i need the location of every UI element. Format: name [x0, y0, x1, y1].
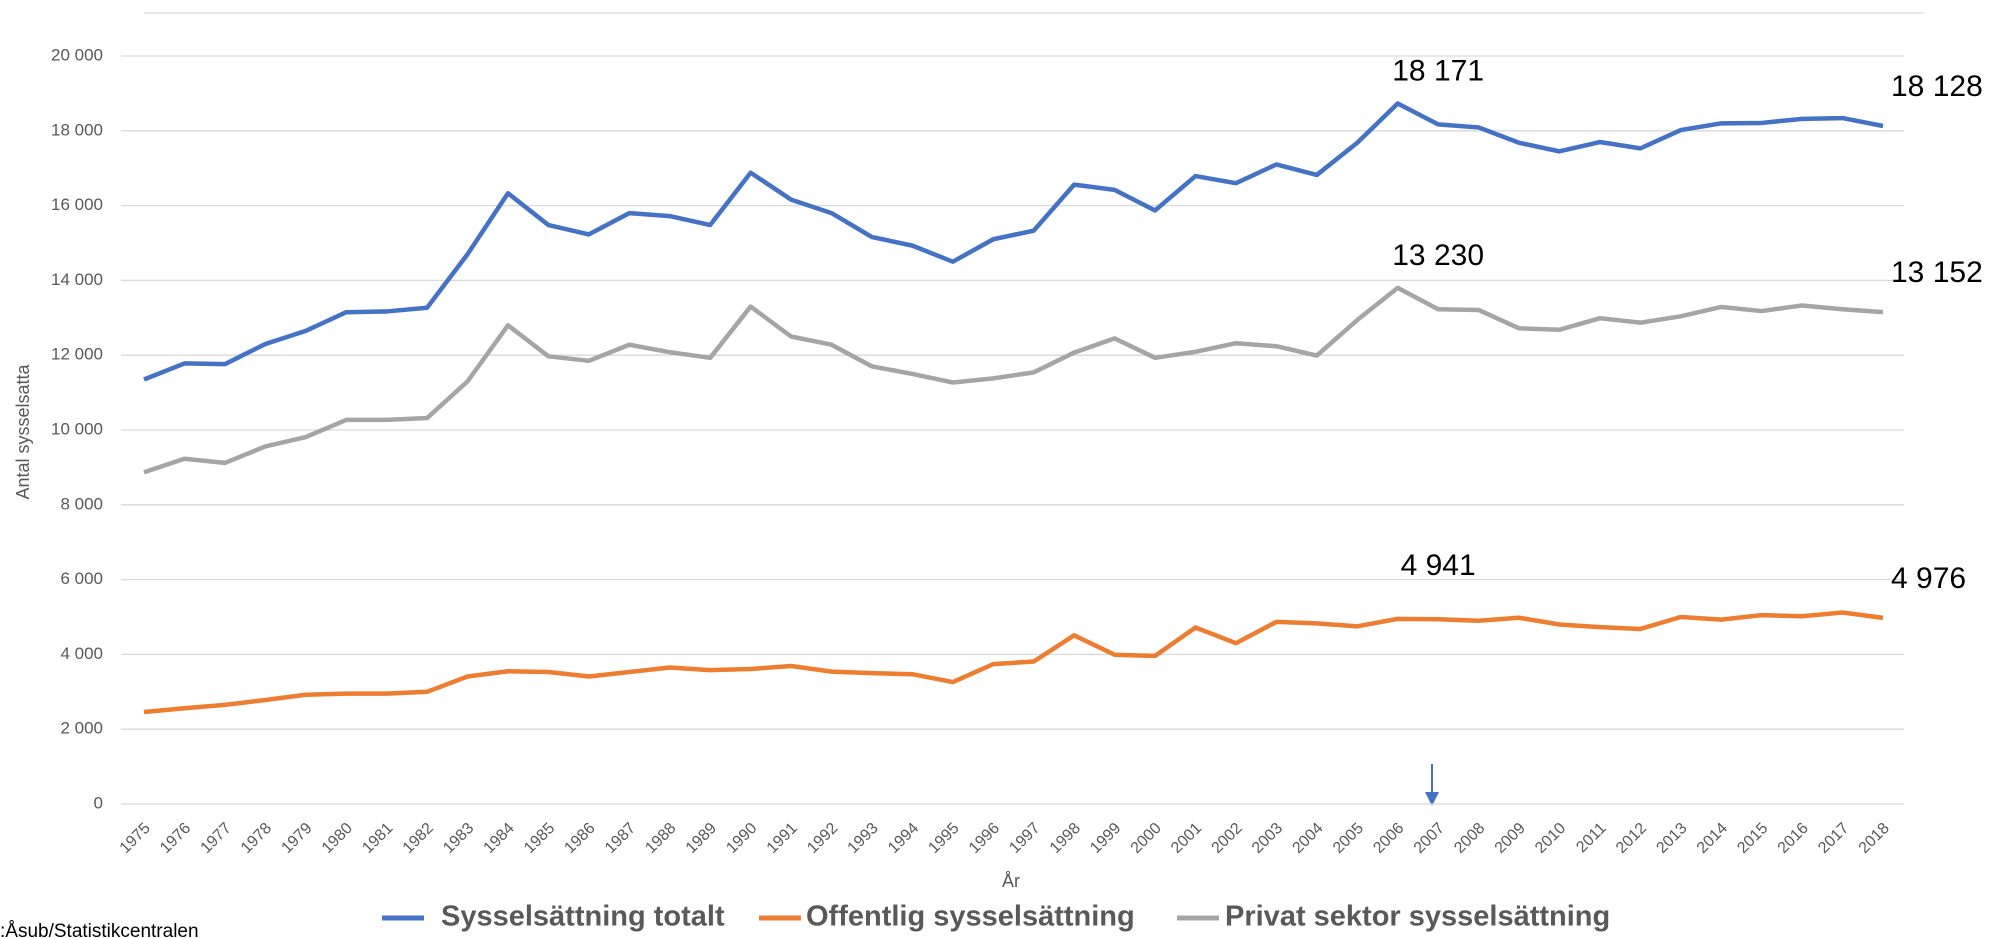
x-tick-label: 1980: [319, 820, 356, 857]
y-tick-label: 6 000: [60, 569, 103, 588]
x-tick-label: 1975: [117, 820, 154, 857]
legend-label: Offentlig sysselsättning: [806, 901, 1135, 933]
legend-label: Sysselsättning totalt: [441, 901, 725, 933]
x-tick-label: 1992: [804, 820, 841, 857]
x-tick-label: 2000: [1128, 820, 1165, 857]
data-label: 18 171: [1392, 54, 1484, 87]
x-tick-label: 1981: [359, 820, 396, 857]
x-tick-label: 1993: [845, 820, 882, 857]
x-tick-label: 1983: [440, 820, 477, 857]
x-tick-label: 1978: [238, 820, 275, 857]
data-label: 13 230: [1392, 239, 1484, 272]
x-tick-label: 2003: [1249, 820, 1286, 857]
x-tick-label: 2014: [1694, 820, 1731, 857]
x-tick-label: 2018: [1856, 820, 1893, 857]
x-tick-label: 2011: [1573, 820, 1609, 856]
x-tick-label: 1997: [1006, 820, 1043, 857]
x-tick-label: 1977: [198, 820, 235, 857]
x-tick-label: 1996: [966, 820, 1003, 857]
x-tick-label: 1984: [481, 820, 518, 857]
series-line: [143, 285, 1884, 475]
x-tick-label: 2004: [1289, 820, 1326, 857]
x-tick-label: 2010: [1532, 820, 1569, 857]
x-tick-label: 2017: [1815, 820, 1852, 857]
x-tick-label: 1999: [1087, 820, 1124, 857]
data-label: 4 941: [1401, 549, 1476, 582]
x-tick-label: 1982: [400, 820, 437, 857]
x-tick-label: 2008: [1451, 820, 1488, 857]
source: :Åsub/Statistikcentralen: [0, 921, 199, 938]
y-tick-label: 4 000: [60, 644, 103, 663]
y-tick-label: 16 000: [51, 195, 103, 214]
arrow: [1425, 764, 1439, 806]
x-tick-label: 2002: [1209, 820, 1246, 857]
y-tick-label: 0: [94, 793, 103, 812]
y-tick-label: 18 000: [51, 120, 103, 139]
x-tick-label: 1989: [683, 820, 720, 857]
x-tick-label: 2001: [1168, 820, 1205, 857]
y-tick-label: 8 000: [60, 494, 103, 513]
x-tick-label: 1994: [885, 820, 922, 857]
x-tick-label: 2012: [1613, 820, 1650, 857]
x-tick-label: 1990: [723, 820, 760, 857]
x-tick-label: 1987: [602, 820, 639, 857]
x-tick-label: 1976: [157, 820, 194, 857]
x-tick-label: 1985: [521, 820, 558, 857]
legend-label: Privat sektor sysselsättning: [1225, 901, 1610, 933]
x-tick-label: 1995: [925, 820, 962, 857]
y-tick-label: 14 000: [51, 270, 103, 289]
x-tick-label: 1986: [561, 820, 598, 857]
x-axis-title: År: [1002, 871, 1020, 891]
y-tick-label: 12 000: [51, 345, 103, 364]
x-tick-label: 2007: [1411, 820, 1448, 857]
x-tick-label: 1998: [1047, 820, 1084, 857]
x-tick-label: 2015: [1734, 820, 1771, 857]
x-tick-label: 2009: [1492, 820, 1529, 857]
y-tick-label: 10 000: [51, 419, 103, 438]
data-label: 18 128: [1891, 70, 1983, 103]
data-label: 13 152: [1891, 256, 1983, 289]
x-tick-label: 1979: [278, 820, 315, 857]
data-label: 4 976: [1891, 562, 1966, 595]
y-tick-label: 20 000: [51, 45, 103, 64]
x-tick-label: 2005: [1330, 820, 1367, 857]
series-line: [143, 101, 1884, 382]
x-tick-label: 1991: [764, 820, 801, 857]
y-axis-title: Antal sysselsatta: [13, 363, 33, 499]
y-tick-label: 2 000: [60, 719, 103, 738]
x-tick-label: 2013: [1653, 820, 1690, 857]
x-tick-label: 2006: [1370, 820, 1407, 857]
series-line: [143, 610, 1884, 715]
x-tick-label: 2016: [1775, 820, 1812, 857]
x-tick-label: 1988: [642, 820, 679, 857]
